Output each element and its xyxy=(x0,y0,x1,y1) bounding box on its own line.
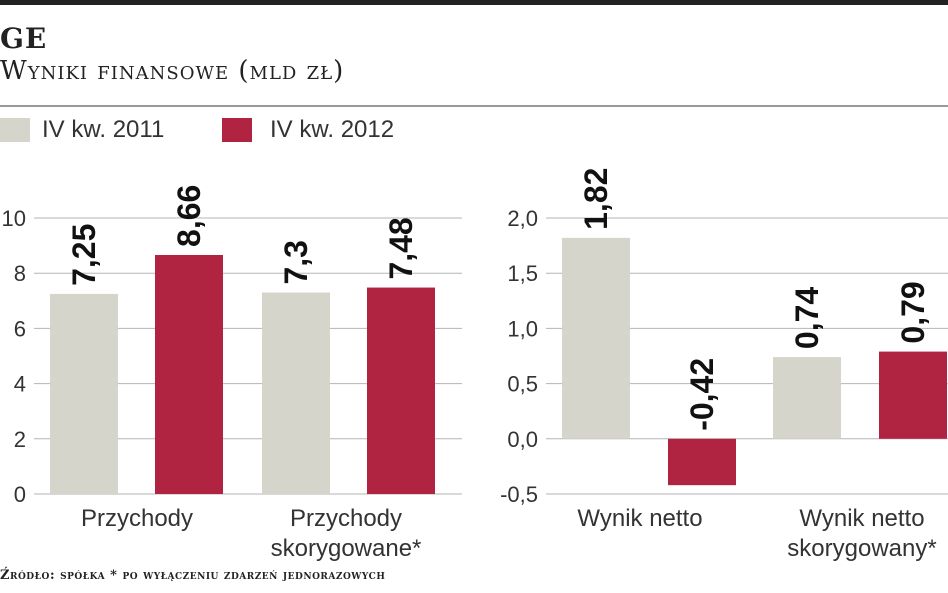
data-label: 7,48 xyxy=(383,217,419,279)
top-border xyxy=(0,0,948,5)
y-tick-label: 2,0 xyxy=(507,206,538,231)
y-tick-label: 0,5 xyxy=(507,372,538,397)
y-tick-label: 1,0 xyxy=(507,316,538,341)
bar xyxy=(773,357,841,439)
y-tick-label: 2 xyxy=(14,427,26,452)
bar xyxy=(155,254,223,494)
data-label: 7,25 xyxy=(66,224,102,286)
legend-swatch-2011 xyxy=(0,118,30,142)
chart-subtitle: Wyniki finansowe (mld zł) xyxy=(0,56,345,86)
data-label: 1,82 xyxy=(578,168,614,230)
category-label: skorygowane* xyxy=(271,535,422,562)
y-tick-label: 4 xyxy=(14,372,26,397)
y-tick-label: 6 xyxy=(14,316,26,341)
bar xyxy=(879,351,947,439)
bar xyxy=(562,237,630,439)
y-tick-label: 10 xyxy=(2,206,26,231)
bar xyxy=(50,293,118,494)
data-label: -0,42 xyxy=(684,358,720,431)
category-label: Wynik netto xyxy=(799,505,924,532)
data-label: 0,74 xyxy=(789,287,825,349)
chart-title: GE xyxy=(0,22,48,55)
legend-label-2011: IV kw. 2011 xyxy=(42,116,165,143)
category-label: skorygowany* xyxy=(787,535,936,562)
y-tick-label: 1,5 xyxy=(507,261,538,286)
data-label: 0,79 xyxy=(895,281,931,343)
y-tick-label: 0 xyxy=(14,482,26,507)
legend-label-2012: IV kw. 2012 xyxy=(270,116,395,143)
data-label: 8,66 xyxy=(171,185,207,247)
bar xyxy=(668,438,736,486)
y-tick-label: -0,5 xyxy=(500,482,538,507)
header-divider xyxy=(0,105,948,107)
bar xyxy=(367,287,435,494)
data-label: 7,3 xyxy=(278,240,314,284)
y-tick-label: 0,0 xyxy=(507,427,538,452)
category-label: Przychody xyxy=(81,505,193,532)
category-label: Wynik netto xyxy=(577,505,702,532)
source-note: Źródło: spółka * po wyłączeniu zdarzeń j… xyxy=(0,568,386,583)
legend-swatch-2012 xyxy=(222,118,252,142)
y-tick-label: 8 xyxy=(14,261,26,286)
category-label: Przychody xyxy=(290,505,402,532)
bar xyxy=(262,292,330,494)
